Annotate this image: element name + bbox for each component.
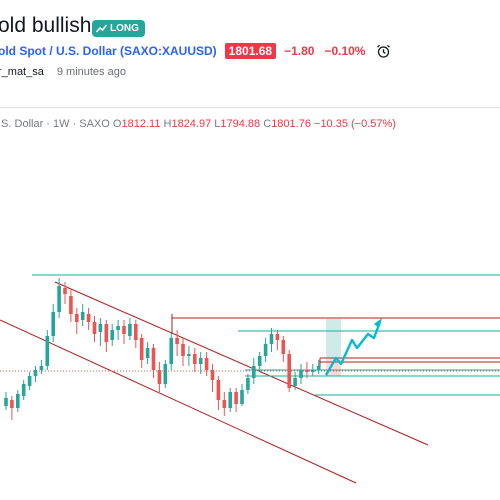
candle-body xyxy=(252,366,256,378)
candle-body xyxy=(16,394,20,408)
candle-body xyxy=(187,354,191,356)
legend-low: 1794.88 xyxy=(220,118,261,130)
candle-body xyxy=(157,370,162,384)
candle-body xyxy=(293,378,297,386)
idea-title: old bullish xyxy=(0,14,92,37)
legend-close: 1801.76 xyxy=(271,118,311,130)
candle-body xyxy=(257,356,262,366)
trend-up-icon xyxy=(96,24,107,33)
symbol-link[interactable]: old Spot / U.S. Dollar (SAXO:XAUUSD) xyxy=(0,44,217,58)
published-time: 9 minutes ago xyxy=(56,66,126,78)
projection xyxy=(324,318,382,376)
candle-body xyxy=(216,380,221,400)
candle-body xyxy=(134,324,138,340)
candle-body xyxy=(33,370,38,376)
candle-body xyxy=(210,370,215,380)
candle-body xyxy=(263,344,268,356)
candle-body xyxy=(151,348,156,370)
candle-body xyxy=(175,338,179,344)
candle-body xyxy=(110,330,114,340)
candle-body xyxy=(139,338,144,360)
candle-body xyxy=(75,314,79,322)
candle-body xyxy=(80,312,85,320)
candle-body xyxy=(269,334,274,344)
candle-body xyxy=(181,344,185,356)
price-change-percent: −0.10% xyxy=(324,44,366,58)
legend-high: 1824.97 xyxy=(171,118,212,130)
legend-low-label: L xyxy=(214,118,221,130)
candle-body xyxy=(86,314,91,322)
legend-open-label: O xyxy=(112,118,122,130)
candle-body xyxy=(4,398,8,406)
legend-series: .S. Dollar · 1W · SAXO xyxy=(0,118,110,130)
candle-body xyxy=(57,286,61,312)
long-position-target-zone[interactable] xyxy=(326,319,341,360)
badge-label: LONG xyxy=(110,23,139,34)
candle-body xyxy=(246,378,250,390)
candle-body xyxy=(311,370,315,372)
candle-body xyxy=(316,366,321,370)
candle-body xyxy=(169,338,173,364)
author-row: r_mat_sa 9 minutes ago xyxy=(0,66,126,78)
legend-high-label: H xyxy=(163,118,172,130)
candle-body xyxy=(299,370,303,378)
candle-body xyxy=(51,312,55,336)
candle-body xyxy=(234,392,238,404)
drawings xyxy=(0,274,500,484)
alarm-clock-icon[interactable] xyxy=(376,44,391,59)
legend-close-label: C xyxy=(263,118,272,130)
legend-change: −10.35 (−0.57%) xyxy=(314,118,396,130)
candle-body xyxy=(204,358,209,370)
candle-body xyxy=(69,296,73,314)
symbol-row: old Spot / U.S. Dollar (SAXO:XAUUSD) 180… xyxy=(0,43,391,59)
legend-open: 1812.11 xyxy=(121,118,161,130)
projection-path[interactable] xyxy=(324,321,382,376)
candle-body xyxy=(240,390,244,404)
channel-upper-line[interactable] xyxy=(54,281,429,446)
candle-body xyxy=(39,366,44,370)
ohlc-legend: .S. Dollar · 1W · SAXO O1812.11 H1824.97… xyxy=(0,118,396,130)
candle-body xyxy=(63,288,67,294)
chart-canvas[interactable] xyxy=(0,108,500,500)
candle-body xyxy=(193,354,197,364)
candle-body xyxy=(10,400,14,408)
candle-body xyxy=(122,326,126,334)
candle-body xyxy=(92,322,97,334)
candle-body xyxy=(21,384,26,396)
candle-body xyxy=(222,400,227,408)
candle-body xyxy=(98,324,103,332)
candle-body xyxy=(163,364,168,384)
last-price-badge: 1801.68 xyxy=(224,43,277,59)
candle-body xyxy=(228,392,232,408)
candle-body xyxy=(27,376,32,386)
candle-body xyxy=(305,370,309,372)
long-badge: LONG xyxy=(92,20,145,37)
candle-body xyxy=(281,340,286,354)
divider xyxy=(0,107,500,108)
candle-body xyxy=(275,334,280,340)
long-position-stop-zone[interactable] xyxy=(326,360,341,376)
channel-lower-line[interactable] xyxy=(0,319,357,484)
author-name[interactable]: r_mat_sa xyxy=(0,66,44,78)
candles xyxy=(4,278,321,420)
projection-arrow-head xyxy=(374,318,382,328)
candle-body xyxy=(116,326,120,330)
candle-body xyxy=(145,348,150,358)
candle-body xyxy=(128,324,132,336)
candle-body xyxy=(287,354,291,388)
candle-body xyxy=(104,324,109,342)
price-change: −1.80 xyxy=(284,44,315,58)
candle-body xyxy=(198,358,203,364)
candle-body xyxy=(45,336,50,366)
